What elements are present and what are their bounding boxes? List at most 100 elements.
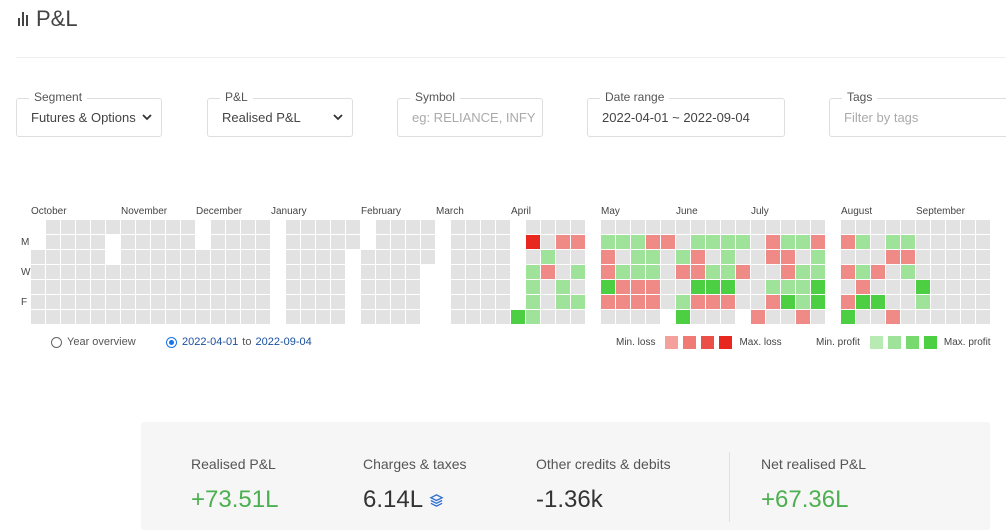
calendar-day-profit[interactable]: [571, 295, 585, 309]
calendar-day-loss[interactable]: [871, 265, 885, 279]
calendar-day-loss[interactable]: [796, 310, 810, 324]
calendar-day-profit[interactable]: [901, 235, 915, 249]
calendar-day-profit[interactable]: [616, 235, 630, 249]
calendar-day-profit[interactable]: [796, 265, 810, 279]
calendar-day-profit[interactable]: [571, 265, 585, 279]
calendar-day-profit[interactable]: [721, 265, 735, 279]
calendar-day-profit[interactable]: [841, 310, 855, 324]
calendar-day-profit[interactable]: [721, 235, 735, 249]
calendar-day-profit[interactable]: [526, 280, 540, 294]
calendar-day-profit[interactable]: [526, 295, 540, 309]
calendar-day-loss[interactable]: [646, 235, 660, 249]
symbol-field[interactable]: Symbol eg: RELIANCE, INFY: [397, 90, 543, 137]
calendar-day-profit[interactable]: [556, 295, 570, 309]
calendar-day-loss[interactable]: [556, 235, 570, 249]
tags-field[interactable]: Tags Filter by tags: [829, 90, 1006, 137]
calendar-day-profit[interactable]: [901, 265, 915, 279]
calendar-day-loss[interactable]: [631, 280, 645, 294]
calendar-day-loss[interactable]: [751, 310, 765, 324]
calendar-day-loss[interactable]: [661, 235, 675, 249]
calendar-day-loss[interactable]: [886, 250, 900, 264]
calendar-day-profit[interactable]: [766, 280, 780, 294]
calendar-day-profit[interactable]: [871, 295, 885, 309]
calendar-day-loss[interactable]: [706, 295, 720, 309]
layers-icon[interactable]: [429, 493, 444, 508]
calendar-day-profit[interactable]: [856, 265, 870, 279]
calendar-day-profit[interactable]: [616, 265, 630, 279]
calendar-day-profit[interactable]: [796, 295, 810, 309]
calendar-day-loss[interactable]: [646, 280, 660, 294]
calendar-day-profit[interactable]: [856, 235, 870, 249]
calendar-day-profit[interactable]: [691, 280, 705, 294]
calendar-day-profit[interactable]: [631, 265, 645, 279]
calendar-day-profit[interactable]: [706, 280, 720, 294]
calendar-day-loss[interactable]: [676, 265, 690, 279]
calendar-day-loss[interactable]: [841, 265, 855, 279]
calendar-day-profit[interactable]: [811, 265, 825, 279]
calendar-day-loss[interactable]: [736, 265, 750, 279]
calendar-day-profit[interactable]: [541, 250, 555, 264]
segment-select[interactable]: Segment Futures & Options: [16, 90, 162, 137]
calendar-day-loss[interactable]: [631, 295, 645, 309]
calendar-day-profit[interactable]: [721, 250, 735, 264]
calendar-day-profit[interactable]: [706, 235, 720, 249]
range-to[interactable]: 2022-09-04: [255, 336, 312, 348]
radio-selected-icon[interactable]: [166, 336, 177, 348]
calendar-day-profit[interactable]: [916, 295, 930, 309]
calendar-day-loss[interactable]: [601, 250, 615, 264]
radio-icon[interactable]: [51, 336, 62, 348]
calendar-day-profit[interactable]: [526, 265, 540, 279]
calendar-day-profit[interactable]: [511, 310, 525, 324]
calendar-day-profit[interactable]: [781, 295, 795, 309]
calendar-day-profit[interactable]: [631, 250, 645, 264]
calendar-day-loss[interactable]: [841, 235, 855, 249]
calendar-day-loss[interactable]: [781, 265, 795, 279]
date-range-radio[interactable]: 2022-04-01 to 2022-09-04: [166, 336, 312, 348]
calendar-day-loss[interactable]: [781, 250, 795, 264]
calendar-day-loss[interactable]: [841, 295, 855, 309]
symbol-input[interactable]: eg: RELIANCE, INFY: [412, 110, 536, 125]
calendar-day-profit[interactable]: [556, 280, 570, 294]
range-from[interactable]: 2022-04-01: [182, 336, 239, 348]
calendar-day-loss[interactable]: [691, 250, 705, 264]
calendar-day-loss[interactable]: [886, 310, 900, 324]
calendar-day-loss[interactable]: [766, 235, 780, 249]
calendar-day-loss[interactable]: [901, 250, 915, 264]
calendar-day-loss[interactable]: [691, 265, 705, 279]
calendar-day-loss[interactable]: [766, 250, 780, 264]
calendar-day-profit[interactable]: [736, 235, 750, 249]
calendar-day-profit[interactable]: [676, 310, 690, 324]
calendar-day-profit[interactable]: [796, 235, 810, 249]
calendar-day-profit[interactable]: [601, 235, 615, 249]
calendar-day-loss[interactable]: [691, 295, 705, 309]
calendar-day-loss[interactable]: [616, 295, 630, 309]
calendar-day-profit[interactable]: [601, 280, 615, 294]
calendar-day-profit[interactable]: [781, 280, 795, 294]
calendar-day-profit[interactable]: [691, 235, 705, 249]
calendar-day-loss[interactable]: [601, 265, 615, 279]
calendar-day-profit[interactable]: [706, 265, 720, 279]
calendar-day-profit[interactable]: [811, 295, 825, 309]
calendar-day-loss[interactable]: [616, 280, 630, 294]
calendar-day-loss[interactable]: [811, 235, 825, 249]
calendar-day-loss[interactable]: [526, 235, 540, 249]
calendar-day-profit[interactable]: [676, 295, 690, 309]
pnl-select[interactable]: P&L Realised P&L: [207, 90, 353, 137]
calendar-day-loss[interactable]: [856, 280, 870, 294]
calendar-day-profit[interactable]: [856, 295, 870, 309]
calendar-day-profit[interactable]: [781, 235, 795, 249]
calendar-day-profit[interactable]: [796, 280, 810, 294]
calendar-day-loss[interactable]: [766, 295, 780, 309]
calendar-day-profit[interactable]: [811, 250, 825, 264]
chevron-down-icon[interactable]: [332, 111, 344, 123]
calendar-day-loss[interactable]: [541, 265, 555, 279]
calendar-day-loss[interactable]: [571, 235, 585, 249]
calendar-day-profit[interactable]: [721, 280, 735, 294]
calendar-day-profit[interactable]: [646, 250, 660, 264]
calendar-day-loss[interactable]: [721, 295, 735, 309]
date-range-field[interactable]: Date range 2022-04-01 ~ 2022-09-04: [587, 90, 785, 137]
calendar-day-profit[interactable]: [526, 310, 540, 324]
calendar-day-profit[interactable]: [886, 235, 900, 249]
calendar-day-profit[interactable]: [676, 250, 690, 264]
calendar-day-profit[interactable]: [631, 235, 645, 249]
